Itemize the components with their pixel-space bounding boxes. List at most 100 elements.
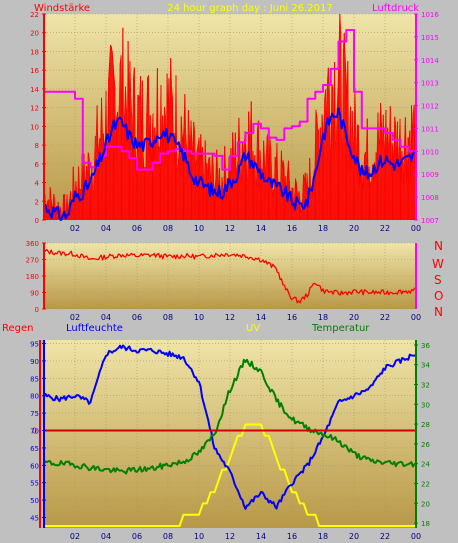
pressure-right-tick-label: 1013 bbox=[421, 80, 439, 88]
wind-gust-line bbox=[306, 173, 309, 192]
humidity-left-tick-label: 65 bbox=[30, 445, 39, 453]
wind-gust-line bbox=[339, 13, 342, 31]
chart-axes: 02 04 06 08 10 12 14 16 18 20 22 000246810121416182… bbox=[26, 11, 440, 541]
wind-gust-line bbox=[245, 148, 248, 182]
humidity-x-tick-label: 06 bbox=[132, 532, 142, 541]
humidity-x-tick-label: 16 bbox=[287, 532, 297, 541]
wind-gust-line bbox=[96, 105, 99, 160]
wind-x-tick-label: 08 bbox=[163, 224, 173, 233]
humidity-left-tick-label: 55 bbox=[30, 480, 39, 488]
wind-gust-line bbox=[315, 109, 318, 117]
wind-gust-line bbox=[363, 154, 366, 175]
wind-gust-line bbox=[221, 176, 224, 189]
direction-x-tick-label: 14 bbox=[256, 313, 266, 322]
wind-gust-line bbox=[53, 194, 56, 200]
wind-gust-line bbox=[248, 111, 250, 142]
wind-gust-line bbox=[323, 98, 326, 138]
wind-gust-line bbox=[300, 210, 303, 214]
direction-left-tick-label: 360 bbox=[26, 240, 39, 248]
wind-gust-line bbox=[129, 61, 132, 99]
temperature-right-tick-label: 26 bbox=[421, 441, 430, 449]
wind-gust-line bbox=[109, 45, 111, 63]
wind-left-tick-label: 8 bbox=[35, 142, 39, 150]
wind-gust-line bbox=[148, 75, 150, 158]
wind-gust-line bbox=[370, 180, 373, 183]
direction-left-tick-label: 0 bbox=[35, 306, 39, 314]
direction-panel-grid bbox=[44, 242, 417, 310]
wind-gust-line bbox=[296, 183, 298, 194]
wind-gust-line bbox=[263, 140, 265, 161]
wind-gust-line bbox=[404, 117, 407, 156]
wind-gust-line bbox=[125, 86, 127, 109]
wind-gust-line bbox=[255, 180, 257, 189]
direction-x-tick-label: 02 bbox=[70, 313, 80, 322]
compass-w: W bbox=[432, 257, 444, 271]
humidity-left-tick-label: 50 bbox=[30, 497, 39, 505]
wind-gust-line bbox=[194, 130, 196, 168]
wind-gust-line bbox=[330, 84, 333, 158]
humidity-x-tick-label: 04 bbox=[101, 532, 111, 541]
temperature-label: Temperatur bbox=[311, 323, 370, 334]
wind-left-tick-label: 6 bbox=[35, 161, 40, 169]
wind-gust-line bbox=[177, 158, 180, 171]
wind-gust-line bbox=[180, 116, 182, 178]
direction-x-tick-label: 12 bbox=[225, 313, 235, 322]
wind-x-tick-label: 06 bbox=[132, 224, 142, 233]
humidity-left-tick-label: 45 bbox=[30, 515, 39, 523]
pressure-line bbox=[44, 29, 416, 171]
wind-gust-line bbox=[146, 77, 149, 114]
wind-gust-line bbox=[216, 149, 218, 170]
wind-gust-line bbox=[351, 111, 354, 142]
wind-gust-line bbox=[364, 151, 366, 156]
wind-gust-line bbox=[393, 116, 396, 169]
wind-gust-line bbox=[388, 143, 390, 147]
humidity-left-tick-label: 60 bbox=[30, 462, 39, 470]
pressure-right-tick-label: 1011 bbox=[421, 125, 439, 133]
wind-gust-line bbox=[314, 109, 317, 169]
pressure-right-tick-label: 1010 bbox=[421, 148, 439, 156]
wind-x-tick-label: 04 bbox=[101, 224, 111, 233]
wind-left-tick-label: 4 bbox=[35, 180, 40, 188]
wind-gust-line bbox=[394, 116, 397, 125]
wind-gust-line bbox=[336, 87, 339, 109]
wind-gust-line bbox=[316, 116, 319, 129]
wind-gust-line bbox=[171, 85, 173, 98]
wind-gust-line bbox=[59, 206, 62, 209]
pressure-right-tick-label: 1012 bbox=[421, 103, 439, 111]
wind-gust-line bbox=[403, 144, 405, 188]
wind-gust-line bbox=[214, 180, 217, 187]
temperature-right-tick-label: 24 bbox=[421, 461, 430, 469]
direction-x-tick-label: 06 bbox=[132, 313, 142, 322]
direction-left-tick-label: 180 bbox=[26, 273, 39, 281]
wind-x-tick-label: 14 bbox=[256, 224, 266, 233]
wind-gust-line bbox=[110, 44, 112, 47]
wind-gust-line bbox=[195, 149, 198, 163]
wind-gust-line bbox=[87, 152, 90, 159]
wind-gust-line bbox=[160, 85, 163, 157]
humidity-left-tick-label: 80 bbox=[30, 393, 39, 401]
humidity-left-tick-label: 90 bbox=[30, 358, 39, 366]
wind-label: Windstärke bbox=[34, 3, 90, 14]
wind-x-tick-label: 02 bbox=[70, 224, 80, 233]
pressure-right-tick-label: 1015 bbox=[421, 34, 439, 42]
humidity-left-tick-label: 95 bbox=[30, 340, 39, 348]
wind-gust-line bbox=[270, 147, 273, 175]
wind-gust-line bbox=[66, 194, 69, 217]
wind-x-tick-label: 22 bbox=[380, 224, 390, 233]
wind-gust-line bbox=[78, 166, 80, 190]
wind-gust-line bbox=[187, 109, 190, 135]
wind-gust-line bbox=[75, 181, 78, 193]
wind-gust-line bbox=[169, 58, 172, 130]
pressure-right-tick-label: 1007 bbox=[421, 217, 439, 225]
wind-gust-line bbox=[317, 128, 319, 131]
wind-gust-line bbox=[236, 160, 239, 169]
wind-gust-line bbox=[344, 57, 347, 75]
chart-marks bbox=[43, 13, 417, 527]
wind-gust-line bbox=[256, 129, 258, 181]
wind-gust-line bbox=[113, 75, 116, 87]
wind-gust-line bbox=[276, 143, 279, 188]
temperature-line bbox=[43, 358, 417, 475]
wind-gust-line bbox=[118, 63, 121, 106]
wind-gust-line bbox=[389, 106, 392, 179]
